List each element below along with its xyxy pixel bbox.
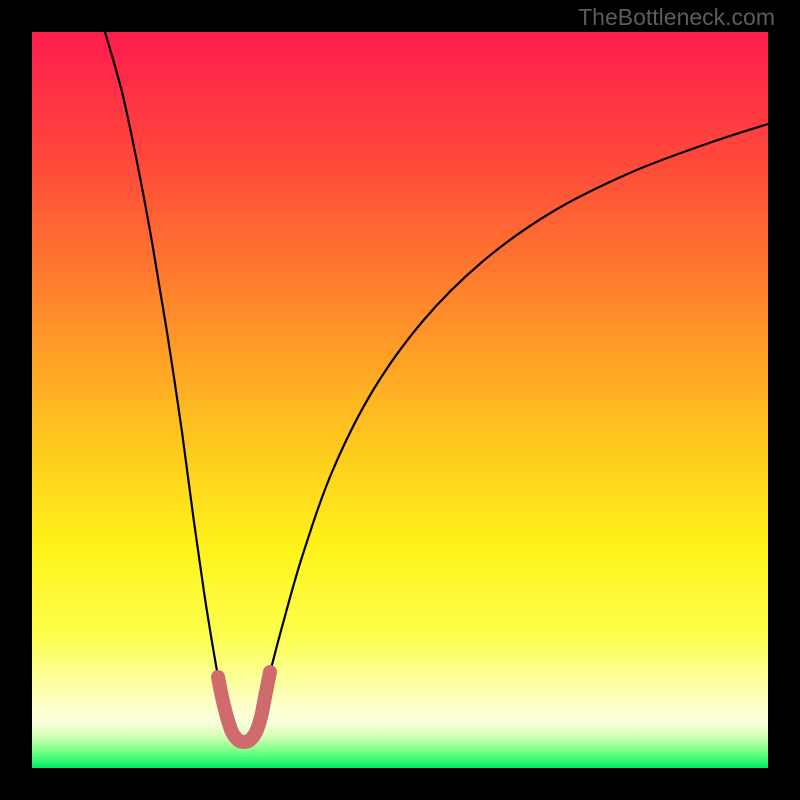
curve-layer	[32, 32, 768, 768]
curve-trough	[218, 672, 270, 742]
curve-right	[262, 124, 768, 697]
watermark-text: TheBottleneck.com	[578, 4, 775, 31]
canvas: TheBottleneck.com	[0, 0, 800, 800]
plot-area	[32, 32, 768, 768]
curve-left	[105, 32, 222, 697]
